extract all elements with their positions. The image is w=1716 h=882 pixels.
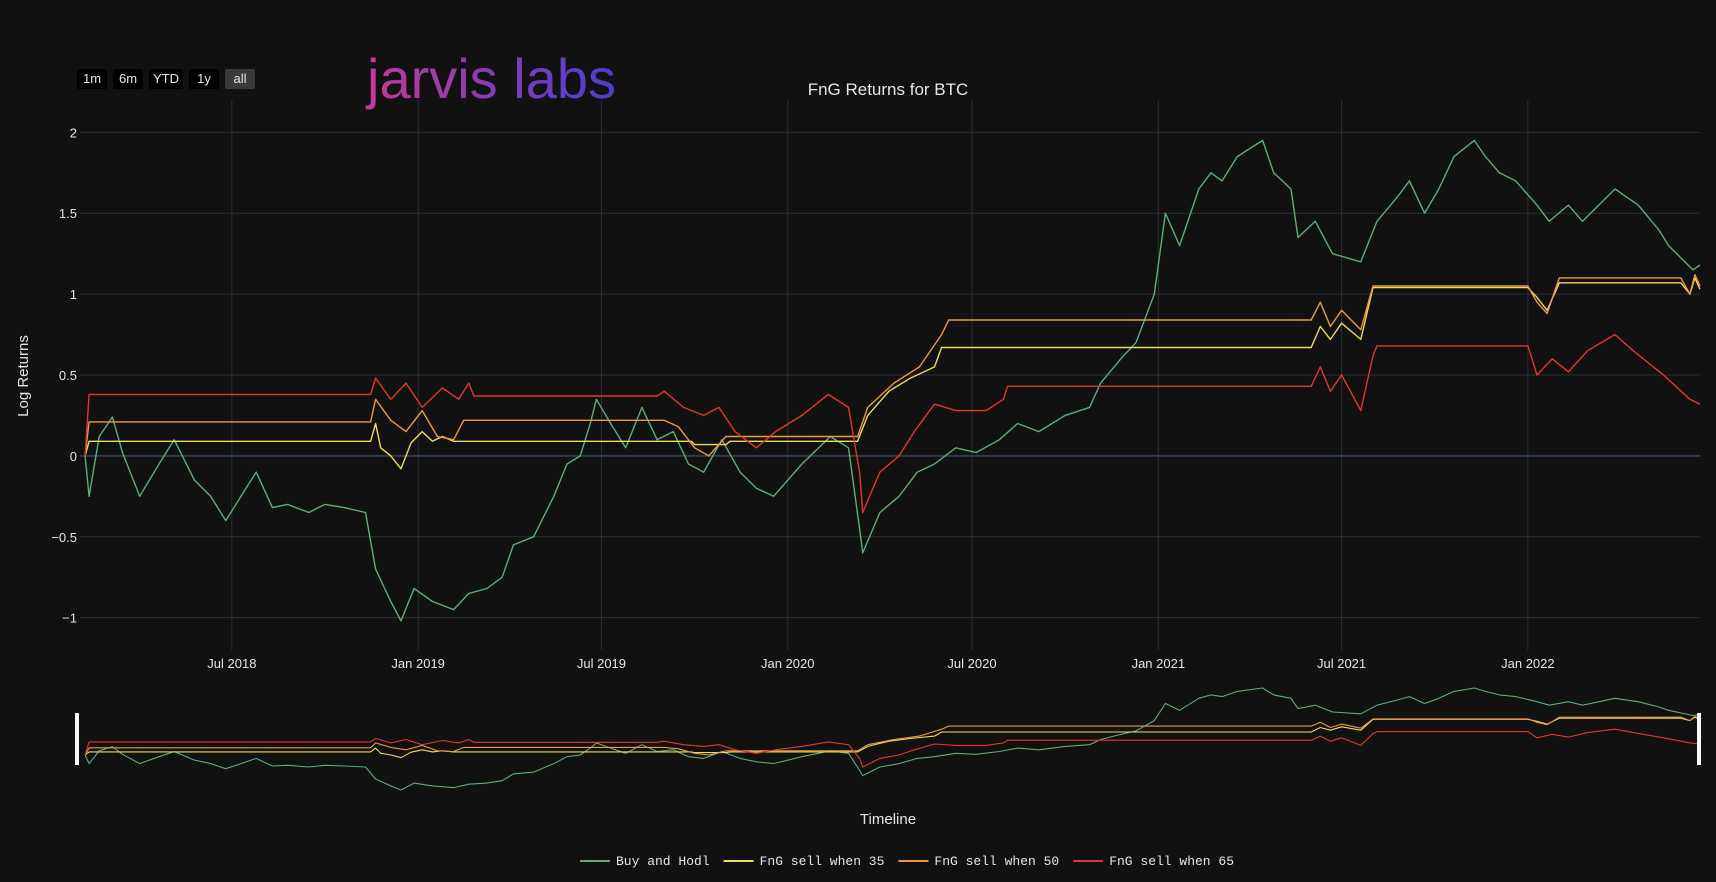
range-slider-series	[84, 687, 1701, 791]
range-slider-line-fng-sell-when-65	[84, 728, 1701, 768]
legend-item-fng-sell-when-35[interactable]: FnG sell when 35	[723, 854, 885, 869]
range-button-ytd[interactable]: YTD	[149, 69, 183, 89]
x-tick-label: Jul 2019	[577, 656, 626, 671]
legend-item-fng-sell-when-65[interactable]: FnG sell when 65	[1073, 854, 1234, 869]
y-tick-label: −1	[62, 611, 77, 626]
series-line-buy-and-hodl	[84, 139, 1701, 622]
range-button-6m[interactable]: 6m	[113, 69, 143, 89]
range-slider-right-handle[interactable]	[1697, 713, 1701, 765]
series-line-fng-sell-when-50	[84, 274, 1701, 457]
range-button-label: 1y	[197, 71, 211, 86]
x-tick-label: Jan 2019	[391, 656, 445, 671]
jarvis-labs-logo: jarvis labs	[365, 47, 616, 110]
legend-item-buy-and-hodl[interactable]: Buy and Hodl	[580, 854, 710, 869]
legend-label: FnG sell when 65	[1109, 854, 1234, 869]
y-tick-label: 1	[70, 287, 77, 302]
x-tick-label: Jan 2022	[1501, 656, 1555, 671]
range-button-label: all	[233, 71, 246, 86]
y-tick-label: 2	[70, 125, 77, 140]
range-button-1y[interactable]: 1y	[189, 69, 219, 89]
range-button-label: YTD	[153, 71, 179, 86]
y-tick-label: 0	[70, 449, 77, 464]
range-button-label: 1m	[83, 71, 101, 86]
legend-label: FnG sell when 35	[760, 854, 885, 869]
series-line-fng-sell-when-35	[84, 277, 1701, 470]
x-tick-label: Jul 2020	[947, 656, 996, 671]
x-tick-label: Jan 2020	[761, 656, 815, 671]
range-button-label: 6m	[119, 71, 137, 86]
range-selector: 1m 6m YTD 1y all	[77, 69, 255, 89]
series-line-fng-sell-when-65	[84, 333, 1701, 514]
range-button-1m[interactable]: 1m	[77, 69, 107, 89]
y-axis-title: Log Returns	[15, 335, 32, 417]
legend: Buy and Hodl FnG sell when 35 FnG sell whe…	[580, 854, 1234, 869]
legend-label: FnG sell when 50	[934, 854, 1059, 869]
range-button-all[interactable]: all	[225, 69, 255, 89]
y-tick-label: 0.5	[59, 368, 77, 383]
y-tick-label: 1.5	[59, 206, 77, 221]
x-tick-label: Jul 2018	[207, 656, 256, 671]
legend-label: Buy and Hodl	[616, 854, 710, 869]
x-tick-label: Jul 2021	[1317, 656, 1366, 671]
y-tick-label: −0.5	[51, 530, 77, 545]
legend-item-fng-sell-when-50[interactable]: FnG sell when 50	[898, 854, 1059, 869]
range-slider-line-buy-and-hodl	[84, 687, 1701, 791]
axis-ticks: Jul 2018 Jan 2019 Jul 2019 Jan 2020 Jul 2020…	[51, 125, 1554, 671]
gridlines	[80, 100, 1700, 650]
range-slider-title: Timeline	[860, 811, 916, 828]
range-slider-line-fng-sell-when-35	[84, 716, 1701, 759]
x-tick-label: Jan 2021	[1132, 656, 1186, 671]
range-slider-left-handle[interactable]	[75, 713, 79, 765]
chart-title: FnG Returns for BTC	[808, 80, 969, 99]
series-lines	[84, 139, 1701, 622]
range-slider-line-fng-sell-when-50	[84, 715, 1701, 756]
range-slider[interactable]	[75, 687, 1701, 791]
